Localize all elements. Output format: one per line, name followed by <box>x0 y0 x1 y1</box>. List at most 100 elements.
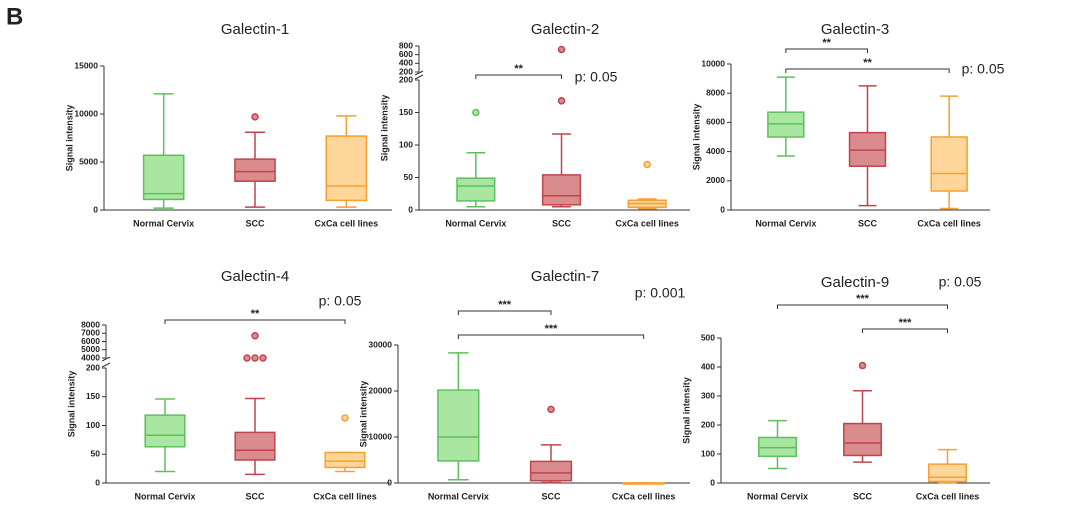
x-tick-label: CxCa cell lines <box>313 491 377 501</box>
x-tick-label: SCC <box>853 491 873 501</box>
outlier <box>547 405 555 414</box>
y-tick-label: 0 <box>710 477 715 487</box>
y-tick-label: 400 <box>399 58 413 68</box>
outlier <box>251 113 259 121</box>
chart-title: Galectin-1 <box>221 21 289 38</box>
box <box>456 177 496 202</box>
y-tick-label: 600 <box>399 49 413 59</box>
y-tick-label: 0 <box>93 204 98 214</box>
box <box>930 136 968 192</box>
chart-title: Galectin-7 <box>531 268 599 285</box>
x-tick-label: SCC <box>541 491 561 501</box>
y-tick-label: 10000 <box>74 108 98 118</box>
y-axis-label: Signal intensity <box>691 104 701 171</box>
significance-bracket <box>164 319 346 324</box>
x-tick-label: CxCa cell lines <box>315 218 379 228</box>
significance-bracket <box>862 328 948 333</box>
significance-bracket <box>457 310 552 315</box>
significance-bracket <box>785 48 868 53</box>
axis-break <box>101 356 111 362</box>
y-tick-label: 0 <box>387 477 392 487</box>
x-tick-label: CxCa cell lines <box>615 218 679 228</box>
y-tick-label: 2000 <box>706 175 725 185</box>
outlier <box>643 160 651 169</box>
significance-bracket <box>475 74 562 79</box>
y-tick-label: 50 <box>404 172 414 182</box>
x-tick-label: CxCa cell lines <box>612 491 676 501</box>
y-axis-label: Signal intensity <box>64 105 74 172</box>
y-tick-label: 100 <box>399 139 413 149</box>
outlier <box>557 45 566 54</box>
x-tick-label: SCC <box>245 491 265 501</box>
significance-bracket <box>785 68 950 73</box>
outlier <box>251 331 259 340</box>
y-axis-label: Signal intensity <box>379 95 389 162</box>
chart-title: Galectin-2 <box>531 21 599 38</box>
y-tick-label: 0 <box>408 204 413 214</box>
chart-title: Galectin-9 <box>821 274 889 291</box>
y-tick-label: 500 <box>701 332 715 342</box>
y-tick-label: 15000 <box>74 60 98 70</box>
y-tick-label: 7000 <box>81 328 100 338</box>
outlier <box>557 97 566 105</box>
box <box>234 158 276 182</box>
p-value: p: 0.05 <box>962 61 1005 77</box>
x-tick-label: Normal Cervix <box>445 218 506 228</box>
y-tick-label: 10000 <box>368 431 392 441</box>
significance-bracket <box>457 334 645 339</box>
chart-title: Galectin-4 <box>221 268 289 285</box>
p-value: p: 0.001 <box>635 285 686 301</box>
y-tick-label: 8000 <box>706 87 725 97</box>
y-tick-label: 400 <box>701 361 715 371</box>
y-tick-label: 8000 <box>81 319 100 329</box>
x-tick-label: SCC <box>858 218 878 228</box>
x-tick-label: Normal Cervix <box>428 491 489 501</box>
x-tick-label: SCC <box>245 218 265 228</box>
significance-label: ** <box>514 63 523 75</box>
significance-bracket <box>777 304 948 309</box>
outlier <box>472 108 480 117</box>
y-tick-label: 100 <box>86 420 100 430</box>
x-tick-label: SCC <box>552 218 572 228</box>
x-tick-label: CxCa cell lines <box>916 491 980 501</box>
y-tick-label: 0 <box>720 204 725 214</box>
significance-label: *** <box>856 293 870 305</box>
outlier <box>243 354 251 362</box>
p-value: p: 0.05 <box>319 293 362 309</box>
significance-label: *** <box>899 317 913 329</box>
y-tick-label: 800 <box>399 40 413 50</box>
chart-title: Galectin-3 <box>821 21 889 38</box>
y-tick-label: 5000 <box>81 344 100 354</box>
p-value: p: 0.05 <box>575 69 618 85</box>
y-tick-label: 150 <box>86 391 100 401</box>
x-tick-label: Normal Cervix <box>755 218 816 228</box>
significance-label: ** <box>822 37 831 49</box>
outlier <box>858 361 867 370</box>
outlier <box>251 354 259 362</box>
significance-label: ** <box>863 57 872 69</box>
axis-break <box>414 74 424 80</box>
box <box>324 451 366 469</box>
box <box>234 431 276 461</box>
y-tick-label: 10000 <box>701 58 725 68</box>
box <box>437 389 480 462</box>
y-tick-label: 150 <box>399 107 413 117</box>
y-tick-label: 0 <box>95 477 100 487</box>
significance-label: *** <box>498 299 512 311</box>
y-tick-label: 100 <box>701 448 715 458</box>
axis-break <box>101 362 111 368</box>
y-tick-label: 30000 <box>368 339 392 349</box>
y-tick-label: 6000 <box>81 336 100 346</box>
y-tick-label: 200 <box>701 419 715 429</box>
box <box>325 135 368 202</box>
y-axis-label: Signal intensity <box>358 381 368 448</box>
y-tick-label: 50 <box>91 449 101 459</box>
x-tick-label: Normal Cervix <box>747 491 808 501</box>
y-tick-label: 4000 <box>706 146 725 156</box>
y-axis-label: Signal intensity <box>66 371 76 438</box>
y-tick-label: 200 <box>399 66 413 76</box>
outlier <box>341 414 349 422</box>
box <box>541 174 582 206</box>
box <box>843 422 882 457</box>
box <box>529 460 573 482</box>
